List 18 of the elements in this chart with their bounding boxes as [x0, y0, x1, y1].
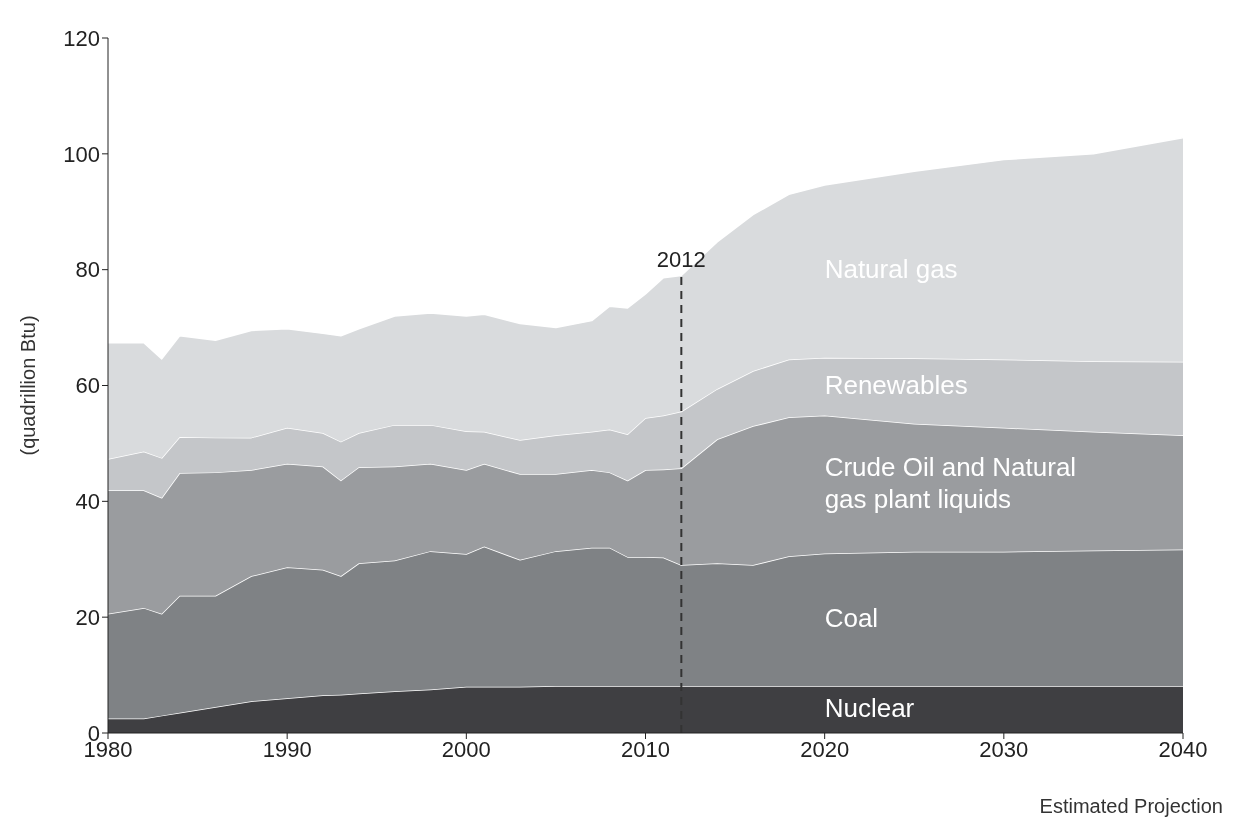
x-tick-label: 2030	[979, 736, 1029, 762]
y-axis-title: (quadrillion Btu)	[17, 315, 40, 456]
x-tick-label: 2040	[1158, 736, 1208, 762]
y-tick-label: 40	[75, 489, 100, 515]
series-label: Crude Oil and Natural gas plant liquids	[824, 451, 1077, 514]
x-tick-label: 2000	[441, 736, 491, 762]
x-tick-label: 1990	[262, 736, 312, 762]
y-tick-label: 120	[63, 25, 100, 51]
series-label: Coal	[824, 602, 879, 633]
y-tick-label: 60	[75, 373, 100, 399]
x-tick-label: 2020	[800, 736, 850, 762]
series-label: Renewables	[824, 369, 968, 400]
ref-line-label: 2012	[656, 247, 706, 273]
y-tick-label: 100	[63, 141, 100, 167]
x-tick-label: 2010	[621, 736, 670, 762]
y-tick-label: 80	[75, 257, 100, 283]
y-tick-label: 20	[75, 604, 100, 630]
x-axis-title: Estimated Projection	[1039, 795, 1223, 817]
